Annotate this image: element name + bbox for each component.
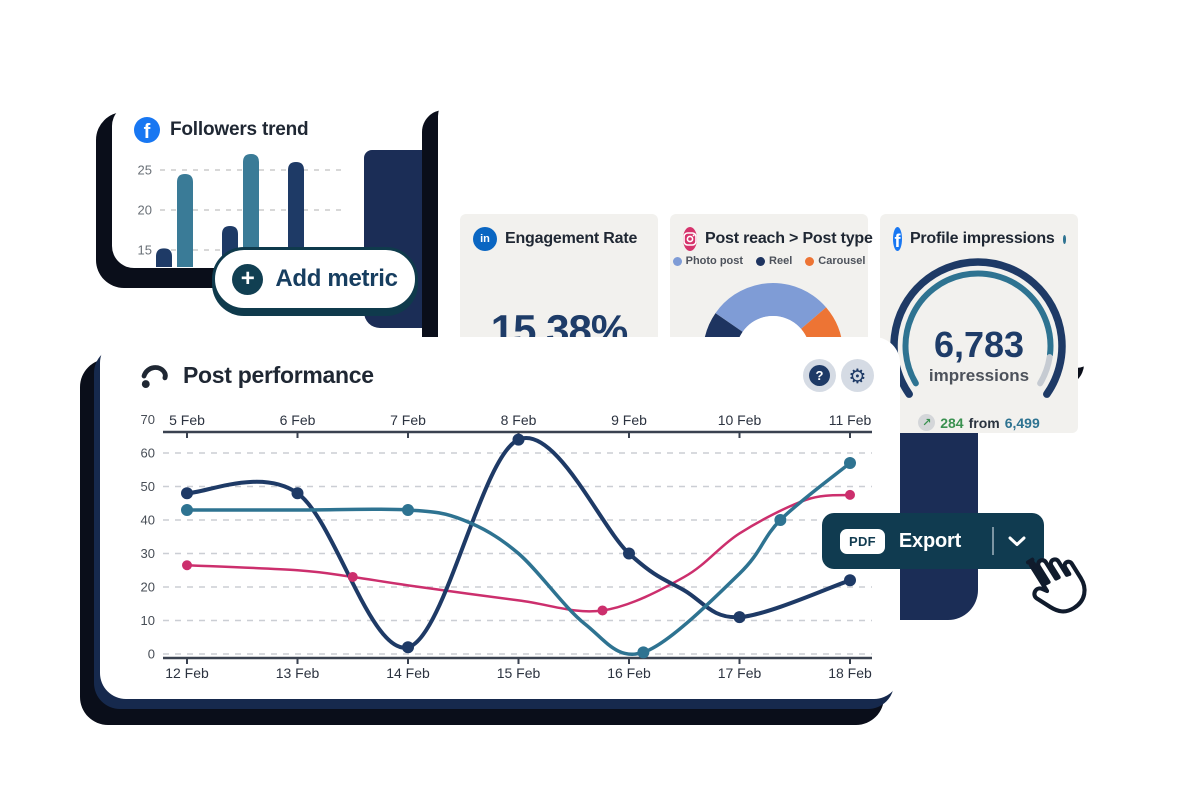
legend-dot-carousel [805, 256, 815, 266]
y-tick-label: 40 [141, 513, 155, 528]
teal-series-data-point [844, 457, 856, 470]
legend-item-carousel: Carousel [805, 255, 865, 267]
plus-icon: + [232, 263, 264, 295]
navy-series-data-point [623, 547, 635, 560]
facebook-icon: f [893, 227, 902, 251]
post-reach-panel-header: Post reach > Post type [670, 214, 873, 251]
post-reach-panel-title: Post reach > Post type [705, 230, 873, 247]
export-label: Export [898, 529, 962, 552]
navy-series-data-point [844, 574, 856, 587]
post-performance-title: Post performance [183, 362, 374, 388]
y-tick-label: 30 [141, 546, 155, 561]
bar-y-tick-label: 20 [138, 203, 152, 218]
bar-y-tick-label: 15 [138, 243, 152, 258]
instagram-glyph [683, 232, 697, 246]
pink-series-line [185, 493, 852, 613]
pink-series-data-point [347, 571, 358, 582]
navy-series-data-point [291, 487, 304, 500]
y-tick-label: 0 [148, 647, 155, 662]
post-performance-card: Post performance ? ⚙ 0 10 20 30 40 50 60 70 5 Fe… [100, 337, 900, 699]
followers-trend-card: f Followers trend 15 20 25 [112, 104, 360, 268]
instagram-icon [683, 227, 697, 251]
bottom-x-label: 17 Feb [718, 665, 762, 681]
legend-item-photo-post: Photo post [672, 255, 744, 267]
navy-series-data-point [733, 611, 746, 624]
followers-card-title: Followers trend [170, 119, 309, 140]
legend-label: Carousel [818, 255, 866, 267]
legend-dot-photo [672, 256, 682, 266]
pdf-badge: PDF [840, 528, 885, 554]
top-x-label: 8 Feb [501, 412, 537, 428]
navy-series-data-point [181, 487, 193, 500]
trend-up-arrow-icon: ↗ [918, 414, 936, 431]
bottom-x-label: 14 Feb [386, 665, 430, 681]
top-x-label: 5 Feb [169, 412, 205, 428]
pink-series-data-point [845, 489, 855, 500]
navy-series-data-point [402, 641, 414, 654]
bar-y-tick-label: 25 [138, 163, 152, 178]
followers-card-header: f Followers trend [112, 104, 360, 143]
bottom-x-label: 15 Feb [497, 665, 541, 681]
teal-series-line [185, 461, 852, 656]
profile-impressions-panel: f Profile impressions 6,783 impressions … [880, 214, 1078, 433]
add-metric-label: Add metric [275, 265, 398, 292]
y-tick-label: 20 [141, 580, 155, 595]
linkedin-icon: in [473, 227, 497, 251]
post-performance-header: Post performance ? ⚙ [100, 337, 900, 392]
impressions-panel-header: f Profile impressions [880, 214, 1078, 251]
navy-series-data-point [512, 433, 525, 446]
export-divider [992, 527, 994, 555]
chevron-down-icon[interactable] [1008, 536, 1026, 547]
delta-change: 284 [940, 414, 964, 431]
y-tick-label: 50 [141, 479, 155, 494]
teal-series-data-point [181, 503, 193, 516]
impressions-value: 6,783 [933, 324, 1025, 365]
top-x-label: 9 Feb [611, 412, 647, 428]
delta-word: from [968, 414, 1000, 431]
metrics-card: in Engagement Rate 15.38% ↗ 2% from 13.3… [438, 96, 1096, 433]
impressions-panel-title: Profile impressions [909, 230, 1055, 247]
card-header-buttons: ? ⚙ [803, 359, 874, 392]
top-x-label: 7 Feb [390, 412, 426, 428]
bottom-x-label: 12 Feb [165, 665, 209, 681]
impressions-delta: ↗ 284 from 6,499 [880, 414, 1078, 431]
pink-series-data-point [182, 560, 192, 571]
bottom-x-label: 18 Feb [828, 665, 872, 681]
y-tick-label: 10 [141, 613, 155, 628]
y-tick-label: 60 [141, 446, 155, 461]
teal-series-data-point [637, 646, 650, 659]
facebook-icon: f [134, 117, 160, 143]
export-button[interactable]: PDF Export [822, 513, 1044, 569]
impressions-unit: impressions [928, 366, 1030, 385]
add-metric-button[interactable]: + Add metric [212, 247, 418, 311]
bar [177, 174, 193, 267]
bottom-x-label: 16 Feb [607, 665, 651, 681]
legend-item-reel: Reel [756, 255, 792, 267]
top-x-label: 6 Feb [280, 412, 316, 428]
top-x-label: 10 Feb [718, 412, 762, 428]
teal-series-data-point [402, 503, 414, 516]
pink-series-data-point [597, 605, 608, 616]
y-tick-label: 70 [141, 412, 155, 427]
navy-series-line [185, 436, 852, 650]
gear-icon: ⚙ [848, 363, 867, 388]
bottom-x-label: 13 Feb [276, 665, 320, 681]
top-x-label: 11 Feb [829, 412, 872, 428]
bar [156, 248, 172, 267]
status-dot-icon [1062, 234, 1066, 244]
delta-previous: 6,499 [1004, 414, 1040, 431]
megaphone-icon [141, 364, 168, 388]
help-button[interactable]: ? [803, 359, 836, 392]
donut-legend: Photo post Reel Carousel [670, 255, 868, 267]
settings-button[interactable]: ⚙ [841, 359, 874, 392]
legend-dot-reel [756, 256, 766, 266]
hand-pointer-cursor-icon [1025, 557, 1087, 614]
engagement-panel-header: in Engagement Rate [460, 214, 658, 251]
legend-label: Reel [769, 255, 793, 267]
legend-label: Photo post [685, 255, 744, 267]
engagement-panel-title: Engagement Rate [505, 230, 638, 247]
question-mark-icon: ? [809, 365, 830, 386]
teal-series-data-point [774, 514, 787, 526]
